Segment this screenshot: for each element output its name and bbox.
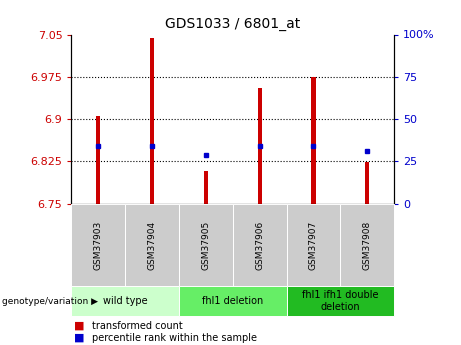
Text: GSM37905: GSM37905	[201, 220, 210, 269]
Text: GSM37907: GSM37907	[309, 220, 318, 269]
Text: wild type: wild type	[103, 296, 148, 306]
Title: GDS1033 / 6801_at: GDS1033 / 6801_at	[165, 17, 301, 31]
Bar	[150, 38, 154, 204]
Bar	[311, 77, 316, 204]
Text: transformed count: transformed count	[92, 321, 183, 331]
Text: fhl1 ifh1 double
deletion: fhl1 ifh1 double deletion	[302, 290, 378, 312]
Bar	[204, 171, 208, 204]
Text: ■: ■	[74, 333, 84, 343]
Text: GSM37906: GSM37906	[255, 220, 264, 269]
Bar	[96, 116, 100, 204]
Text: percentile rank within the sample: percentile rank within the sample	[92, 333, 257, 343]
Text: GSM37908: GSM37908	[363, 220, 372, 269]
Text: ■: ■	[74, 321, 84, 331]
Text: genotype/variation ▶: genotype/variation ▶	[2, 296, 98, 306]
Bar	[258, 88, 262, 204]
Text: GSM37904: GSM37904	[148, 220, 157, 269]
Bar	[365, 162, 369, 204]
Text: GSM37903: GSM37903	[94, 220, 103, 269]
Text: fhl1 deletion: fhl1 deletion	[202, 296, 263, 306]
